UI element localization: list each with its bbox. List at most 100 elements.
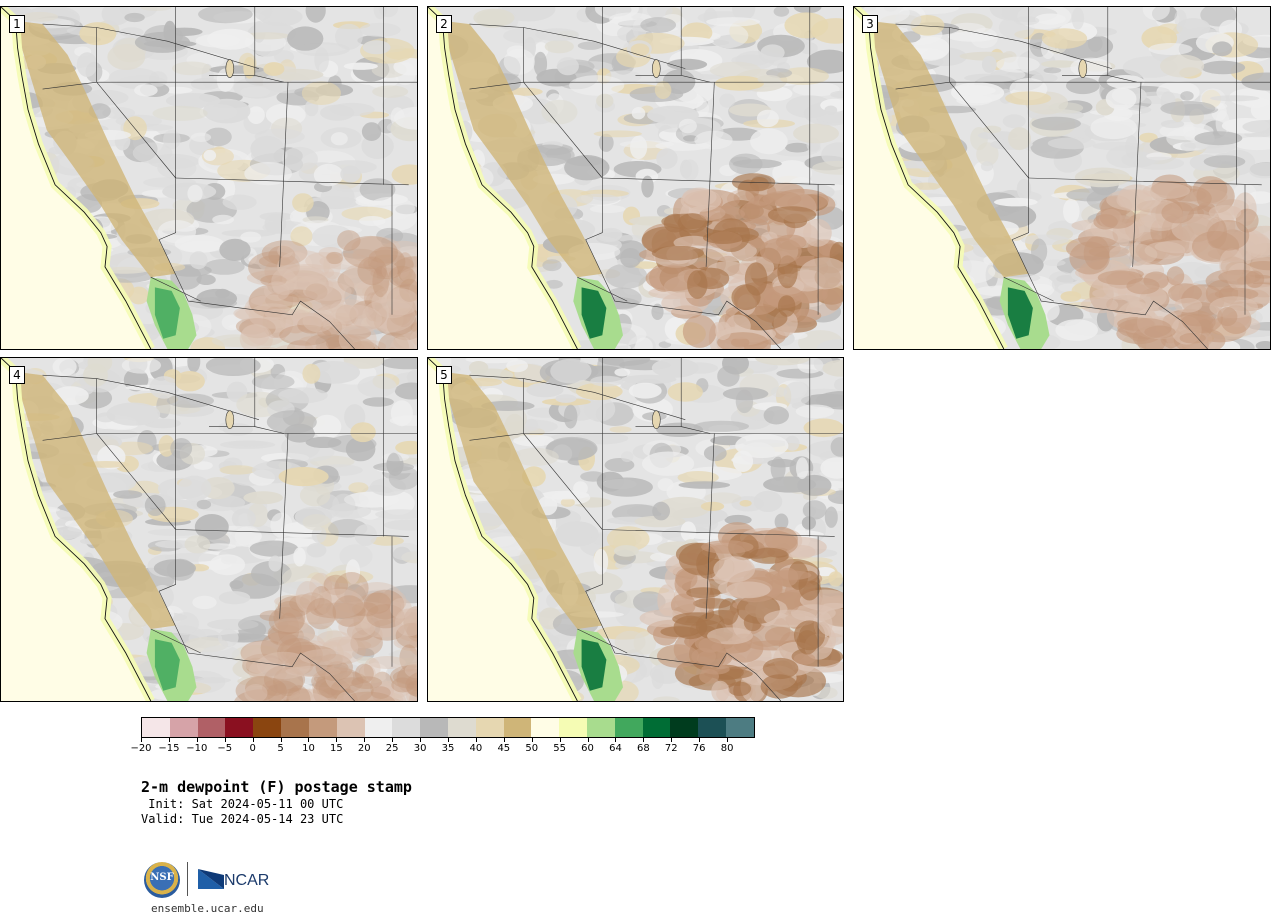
ocean: [1, 7, 151, 349]
state-boundaries: [469, 7, 843, 349]
state-boundaries: [469, 358, 843, 701]
colorbar-tick: [587, 738, 589, 742]
lake: [225, 410, 235, 430]
colorbar-tick: [420, 738, 422, 742]
coastline: [1, 7, 152, 349]
coastal-moist-band: [868, 20, 1029, 278]
dry-region: [234, 572, 417, 701]
colorbar-swatch: [726, 718, 754, 737]
colorbar-tick-label: 60: [581, 743, 594, 754]
ncar-mark-icon: [198, 869, 224, 889]
colorbar-tick-label: −10: [186, 743, 208, 754]
colorbar-swatch: [670, 718, 699, 737]
colorbar-tick-label: 76: [692, 743, 706, 754]
coastline: [428, 358, 578, 701]
dewpoint-map: [854, 7, 1270, 349]
colorbar-swatch: [142, 718, 170, 737]
colorbar-tick: [699, 738, 701, 742]
colorbar-swatch: [169, 718, 198, 737]
moist-core: [1007, 287, 1033, 339]
lake: [1078, 59, 1088, 78]
dry-region: [233, 230, 417, 349]
colorbar-swatch: [281, 718, 309, 737]
ocean: [1, 358, 151, 701]
colorbar-tick: [392, 738, 394, 742]
colorbar-tick-label: 40: [469, 743, 483, 754]
colorbar-tick-label: −20: [130, 743, 152, 754]
colorbar-tick-label: 80: [720, 743, 734, 754]
coastline: [1, 358, 152, 701]
colorbar-tick-label: 5: [277, 743, 284, 754]
lake: [652, 59, 661, 78]
ocean: [854, 7, 1004, 349]
colorbar-tick-label: −5: [217, 743, 233, 754]
coastline: [428, 7, 578, 349]
colorbar-swatch: [531, 718, 560, 737]
colorbar-tick: [196, 738, 198, 742]
coastal-moist-band: [442, 371, 603, 629]
figure-title: 2-m dewpoint (F) postage stamp: [141, 778, 412, 796]
panel-number: 4: [9, 366, 25, 384]
colorbar-swatch: [503, 718, 532, 737]
colorbar-swatch: [587, 718, 615, 737]
dewpoint-map: [1, 358, 417, 701]
colorbar-tick-label: 50: [525, 743, 539, 754]
colorbar-tick: [475, 738, 477, 742]
dewpoint-colorbar: [141, 717, 755, 738]
colorbar-swatch: [447, 718, 476, 737]
colorbar-tick-label: 25: [385, 743, 399, 754]
dry-region: [639, 522, 843, 701]
moist-core: [154, 287, 180, 339]
colorbar-tick: [559, 738, 561, 742]
valid-time: Valid: Tue 2024-05-14 23 UTC: [141, 812, 344, 826]
colorbar-swatch: [475, 718, 504, 737]
panel-number: 1: [9, 15, 25, 33]
ocean: [428, 7, 578, 349]
state-boundaries: [42, 358, 417, 701]
colorbar-swatch: [614, 718, 643, 737]
colorbar-tick: [727, 738, 729, 742]
dry-region: [1065, 174, 1270, 349]
colorbar-tick-label: 68: [636, 743, 650, 754]
colorbar-tick: [448, 738, 449, 742]
colorbar-tick: [671, 738, 673, 742]
nsf-logo-text: NSF: [150, 872, 174, 883]
panel-number: 2: [436, 15, 452, 33]
colorbar-swatch: [336, 718, 365, 737]
colorbar-swatch: [253, 718, 282, 737]
colorbar-tick-label: 45: [497, 743, 511, 754]
colorbar-tick-label: 72: [664, 743, 678, 754]
colorbar-tick: [364, 738, 366, 742]
colorbar-swatch: [364, 718, 393, 737]
colorbar-swatch: [392, 718, 421, 737]
colorbar-tick-label: 20: [357, 743, 371, 754]
moist-core: [581, 287, 607, 339]
panel-number: 5: [436, 366, 452, 384]
postage-stamp-panel-1: 1: [0, 6, 418, 350]
colorbar-tick-label: −15: [158, 743, 180, 754]
state-boundaries: [895, 7, 1270, 349]
moist-core: [581, 639, 607, 691]
postage-stamp-panel-5: 5: [427, 357, 844, 702]
colorbar-swatch: [420, 718, 448, 737]
colorbar-tick: [336, 738, 338, 742]
colorbar-tick: [308, 738, 310, 742]
colorbar-tick: [168, 738, 170, 742]
colorbar-swatch: [698, 718, 727, 737]
colorbar-tick-label: 55: [553, 743, 566, 754]
postage-stamp-panel-3: 3: [853, 6, 1271, 350]
state-boundaries: [42, 7, 417, 349]
lake: [225, 59, 235, 78]
nsf-logo-icon: [144, 862, 180, 898]
colorbar-tick: [141, 738, 142, 742]
coastal-moist-band: [15, 20, 176, 278]
colorbar-swatch: [308, 718, 337, 737]
colorbar-tick-labels: −20 −15 −10 −5 0 5 10 15 20 25 30 35 40 45 50 55 60 64 68 7…: [130, 738, 755, 758]
moist-core: [154, 639, 180, 691]
colorbar-tick-label: 35: [441, 743, 455, 754]
colorbar-tick: [615, 738, 617, 742]
colorbar-tick-label: 10: [302, 743, 315, 754]
colorbar-tick-label: 64: [609, 743, 622, 754]
panel-number: 3: [862, 15, 878, 33]
colorbar-tick: [643, 738, 645, 742]
